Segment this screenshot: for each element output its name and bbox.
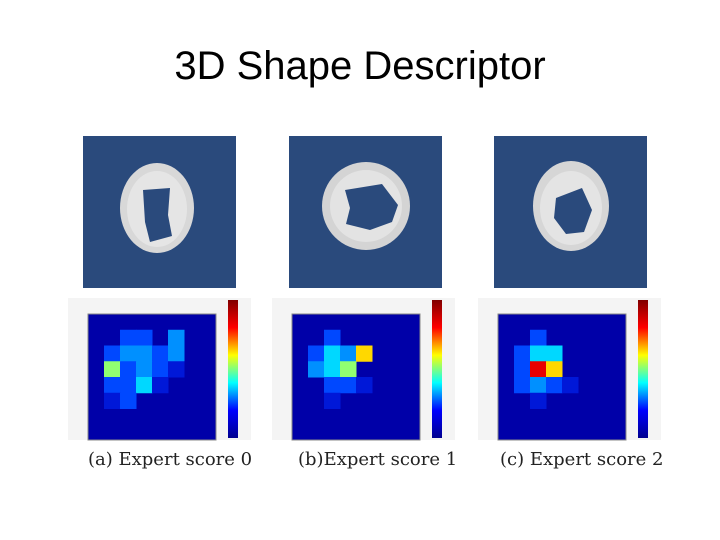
heatmap-cell <box>356 377 373 394</box>
heatmap-cell <box>136 377 153 394</box>
heatmap-cell <box>530 361 547 378</box>
heatmap-cell <box>514 377 531 394</box>
heatmap-cell <box>356 345 373 362</box>
colorbar <box>432 300 442 438</box>
heatmap-cell <box>136 361 153 378</box>
heatmap-cell <box>530 377 547 394</box>
slide-title: 3D Shape Descriptor <box>174 44 546 88</box>
heatmap-cell <box>340 345 357 362</box>
heatmap <box>272 298 455 441</box>
heatmap-cell <box>120 345 137 362</box>
heatmap-cell <box>120 361 137 378</box>
heatmap-cell <box>152 345 169 362</box>
heatmap-cell <box>546 377 563 394</box>
heatmap <box>478 298 661 441</box>
caption: (a) Expert score 0 <box>88 449 253 470</box>
heatmap-cell <box>120 329 137 346</box>
heatmap-cell <box>324 377 341 394</box>
heatmap-cell <box>308 361 325 378</box>
heatmap-cell <box>168 329 185 346</box>
heatmap-cell <box>340 361 357 378</box>
shape-render <box>83 136 236 288</box>
heatmap-cell <box>120 392 137 409</box>
heatmap-cell <box>340 377 357 394</box>
heatmap-cell <box>324 329 341 346</box>
colorbar <box>228 300 238 438</box>
heatmap-cell <box>152 377 169 394</box>
heatmap-cell <box>104 377 121 394</box>
heatmaps <box>68 298 661 441</box>
heatmap-cell <box>530 329 547 346</box>
heatmap-cell <box>168 361 185 378</box>
heatmap-cell <box>136 329 153 346</box>
heatmap-cell <box>120 377 137 394</box>
heatmap-cell <box>530 345 547 362</box>
heatmap-cell <box>546 345 563 362</box>
heatmap-cell <box>104 392 121 409</box>
heatmap-cell <box>308 345 325 362</box>
caption: (b)Expert score 1 <box>298 449 458 470</box>
heatmap-cell <box>324 361 341 378</box>
caption: (c) Expert score 2 <box>500 449 664 470</box>
heatmap-cell <box>152 361 169 378</box>
shape-render <box>289 136 442 288</box>
shape-render <box>494 136 647 288</box>
heatmap-cell <box>324 392 341 409</box>
heatmap-cell <box>514 361 531 378</box>
heatmap-cell <box>546 361 563 378</box>
heatmap-cell <box>136 345 153 362</box>
heatmap <box>68 298 251 441</box>
heatmap-cell <box>324 345 341 362</box>
heatmap-cell <box>104 345 121 362</box>
heatmap-cell <box>562 377 579 394</box>
colorbar <box>638 300 648 438</box>
heatmap-cell <box>104 361 121 378</box>
heatmap-cell <box>514 345 531 362</box>
heatmap-cell <box>168 345 185 362</box>
heatmap-cell <box>530 392 547 409</box>
